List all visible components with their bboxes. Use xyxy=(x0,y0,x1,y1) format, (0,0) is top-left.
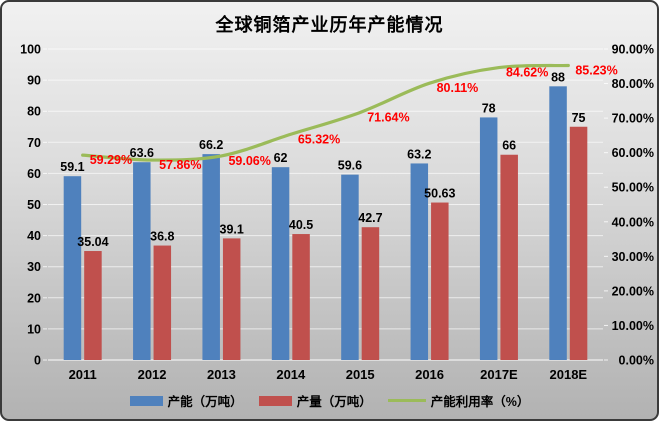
x-axis-label: 2018E xyxy=(550,367,588,382)
x-axis-label: 2013 xyxy=(207,367,236,382)
bar-value-label: 42.7 xyxy=(358,211,382,225)
x-axis-label: 2014 xyxy=(276,367,306,382)
chart-title: 全球铜箔产业历年产能情况 xyxy=(215,15,444,35)
output-swatch xyxy=(258,395,292,406)
bar-capacity-2012 xyxy=(133,162,151,360)
line-value-label: 80.11% xyxy=(437,81,479,95)
bar-value-label: 50.63 xyxy=(424,187,455,201)
left-axis-label: 20 xyxy=(27,291,41,305)
legend-item-utilization: 产能利用率（%） xyxy=(387,391,530,410)
bar-value-label: 88 xyxy=(551,70,565,84)
left-axis-label: 80 xyxy=(27,105,41,119)
bar-value-label: 40.5 xyxy=(289,218,313,232)
right-axis-label: 90.00% xyxy=(612,43,654,57)
left-axis-label: 10 xyxy=(27,322,41,336)
right-axis-label: 60.00% xyxy=(612,146,654,160)
bar-value-label: 59.1 xyxy=(60,160,84,174)
bar-output-2012 xyxy=(153,245,172,360)
bar-value-label: 63.2 xyxy=(407,147,431,161)
legend-item-output: 产量（万吨） xyxy=(258,391,372,410)
capacity-swatch xyxy=(129,395,163,406)
right-axis-label: 80.00% xyxy=(612,77,654,91)
bar-capacity-2014 xyxy=(271,167,290,360)
line-value-label: 84.62% xyxy=(506,66,548,80)
bar-capacity-2018E xyxy=(549,86,567,360)
line-value-label: 71.64% xyxy=(367,110,409,124)
bar-output-2016 xyxy=(431,202,449,360)
line-value-label: 65.32% xyxy=(298,132,340,146)
right-axis-label: 0.00% xyxy=(619,354,654,368)
bar-output-2011 xyxy=(84,251,102,360)
bar-value-label: 75 xyxy=(572,111,586,125)
x-axis-label: 2016 xyxy=(415,367,444,382)
bar-value-label: 35.04 xyxy=(77,235,108,249)
legend: 产能（万吨） 产量（万吨） 产能利用率（%） xyxy=(2,391,657,410)
legend-item-capacity: 产能（万吨） xyxy=(129,391,243,410)
utilization-line-swatch xyxy=(387,399,426,402)
line-value-label: 85.23% xyxy=(575,63,617,77)
left-axis-label: 50 xyxy=(27,198,41,212)
bar-output-2018E xyxy=(569,126,588,360)
bar-value-label: 78 xyxy=(482,101,496,115)
bar-output-2014 xyxy=(292,234,310,360)
left-axis-label: 70 xyxy=(27,136,41,150)
bar-capacity-2017E xyxy=(479,117,498,360)
legend-label-utilization: 产能利用率（%） xyxy=(430,395,530,409)
bar-value-label: 66.2 xyxy=(199,138,223,152)
bar-value-label: 59.6 xyxy=(338,159,362,173)
x-axis-label: 2015 xyxy=(346,367,375,382)
right-axis-label: 40.00% xyxy=(612,215,654,229)
bar-output-2015 xyxy=(361,227,380,360)
x-axis-label: 2017E xyxy=(480,367,518,382)
right-axis-label: 20.00% xyxy=(612,284,654,298)
bar-output-2013 xyxy=(222,238,241,360)
right-axis-label: 10.00% xyxy=(612,319,654,333)
bar-capacity-2015 xyxy=(341,174,359,360)
bar-value-label: 63.6 xyxy=(130,146,154,160)
bar-value-label: 62 xyxy=(274,151,288,165)
bar-value-label: 36.8 xyxy=(150,230,174,244)
bar-value-label: 66 xyxy=(502,139,516,153)
bar-capacity-2013 xyxy=(202,154,220,360)
right-axis-label: 30.00% xyxy=(612,250,654,264)
legend-label-capacity: 产能（万吨） xyxy=(167,395,243,409)
x-axis-label: 2011 xyxy=(69,367,97,382)
right-axis-label: 50.00% xyxy=(612,181,654,195)
line-value-label: 59.06% xyxy=(228,154,270,168)
left-axis-label: 30 xyxy=(27,260,41,274)
bar-output-2017E xyxy=(500,154,518,360)
line-value-label: 57.86% xyxy=(159,158,201,172)
right-axis-label: 70.00% xyxy=(612,112,654,126)
bar-capacity-2016 xyxy=(410,163,429,360)
utilization-line xyxy=(81,63,570,162)
x-axis-label: 2012 xyxy=(138,367,167,382)
left-axis-label: 60 xyxy=(27,167,41,181)
left-axis-label: 40 xyxy=(27,229,41,243)
left-axis-label: 100 xyxy=(20,43,41,57)
left-axis-label: 90 xyxy=(27,74,41,88)
left-axis-label: 0 xyxy=(34,354,41,368)
bar-capacity-2011 xyxy=(63,176,82,360)
legend-label-output: 产量（万吨） xyxy=(296,395,372,409)
bar-value-label: 39.1 xyxy=(220,222,244,236)
line-value-label: 59.29% xyxy=(90,153,132,167)
